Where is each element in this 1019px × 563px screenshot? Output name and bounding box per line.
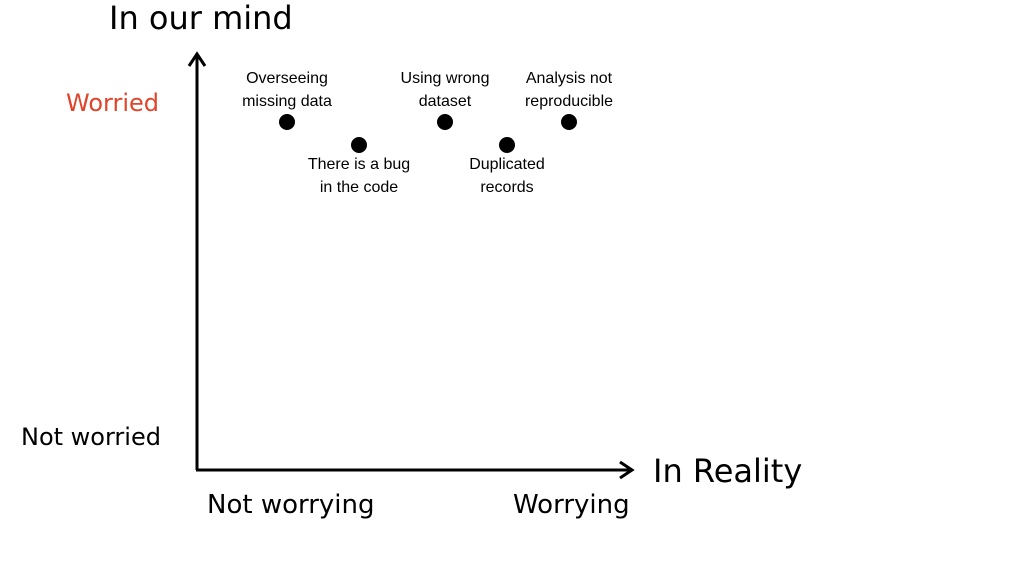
y-axis-title: In our mind [109, 0, 293, 37]
x-axis-arrowhead [619, 460, 635, 480]
point-label-4: Analysis not reproducible [524, 70, 614, 110]
point-marker-2 [437, 114, 453, 130]
point-label-2: Using wrong dataset [400, 70, 490, 110]
point-label-0: Overseeing missing data [242, 70, 332, 110]
y-axis-low-label: Not worried [21, 423, 161, 451]
point-marker-4 [561, 114, 577, 130]
point-marker-3 [499, 137, 515, 153]
x-axis-low-label: Not worrying [207, 490, 375, 520]
point-label-3: Duplicated records [469, 156, 545, 196]
y-axis-high-label: Worried [66, 89, 159, 117]
x-axis-title: In Reality [653, 452, 803, 490]
point-marker-0 [279, 114, 295, 130]
point-label-1: There is a bug in the code [307, 156, 411, 196]
y-axis-arrowhead [187, 51, 207, 67]
point-marker-1 [351, 137, 367, 153]
x-axis-high-label: Worrying [513, 490, 630, 520]
